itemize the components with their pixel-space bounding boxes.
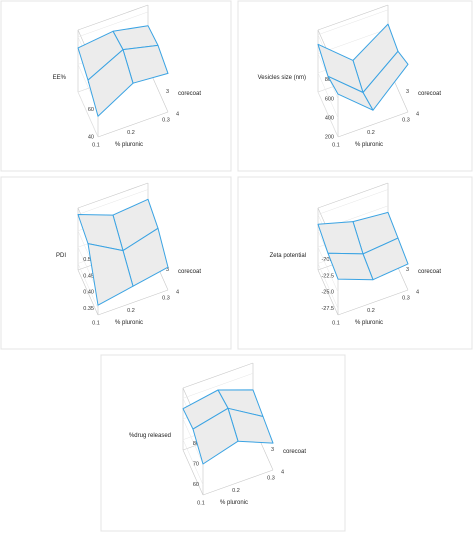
z-tick-label: -27.5 <box>321 306 334 312</box>
panel-frame <box>100 354 346 532</box>
x-tick-label: 0.3 <box>162 117 170 123</box>
y-tick-label: 4 <box>176 111 179 117</box>
x-tick-label: 0.1 <box>332 142 340 148</box>
box-edge <box>77 269 99 316</box>
x-tick-label: 0.1 <box>197 500 205 506</box>
box-edge <box>182 362 254 389</box>
x-tick-label: 0.1 <box>92 142 100 148</box>
z-tick-label: 0.40 <box>83 290 94 296</box>
x-tick-label: 0.3 <box>402 117 410 123</box>
y-axis-title: corecoat <box>418 269 441 275</box>
box-edge <box>77 4 149 31</box>
y-axis-title: corecoat <box>178 91 201 97</box>
panel-frame <box>237 0 473 172</box>
box-edge <box>317 269 339 316</box>
x-tick-label: 0.2 <box>127 308 135 314</box>
z-tick-label: -25.0 <box>321 290 334 296</box>
panel-frame <box>0 0 232 172</box>
z-axis-title: Zeta potential <box>270 253 306 259</box>
z-axis-title: Vesicles size (nm) <box>258 75 306 81</box>
box-edge <box>202 469 274 496</box>
x-tick-label: 0.3 <box>267 475 275 481</box>
y-tick-label: 3 <box>271 447 274 453</box>
z-axis-title: PDI <box>56 253 66 259</box>
y-axis-title: corecoat <box>283 449 306 455</box>
x-tick-label: 0.1 <box>332 320 340 326</box>
box-edge <box>317 4 389 31</box>
x-tick-label: 0.2 <box>367 308 375 314</box>
surface-patch <box>87 243 134 306</box>
y-tick-label: 4 <box>176 289 179 295</box>
y-tick-label: 3 <box>166 267 169 273</box>
y-tick-label: 3 <box>406 89 409 95</box>
x-tick-label: 0.3 <box>402 295 410 301</box>
y-tick-label: 4 <box>416 289 419 295</box>
x-tick-label: 0.1 <box>92 320 100 326</box>
z-tick-label: 70 <box>193 461 199 467</box>
x-tick-label: 0.2 <box>367 130 375 136</box>
z-tick-label: 600 <box>325 96 334 102</box>
z-tick-label: 40 <box>88 134 94 140</box>
x-axis-title: % pluronic <box>355 320 383 326</box>
z-tick-label: 60 <box>193 482 199 488</box>
panel-frame <box>237 176 473 350</box>
surface-patch <box>327 75 374 111</box>
x-tick-label: 0.2 <box>127 130 135 136</box>
y-tick-label: 4 <box>416 111 419 117</box>
x-axis-title: % pluronic <box>220 500 248 506</box>
x-axis-title: % pluronic <box>115 142 143 148</box>
box-edge <box>337 289 409 316</box>
y-tick-label: 3 <box>166 89 169 95</box>
box-edge <box>182 449 204 496</box>
panel-frame <box>0 176 232 350</box>
z-axis-title: %drug released <box>129 433 171 439</box>
z-tick-label: 80 <box>193 441 199 447</box>
y-tick-label: 3 <box>406 267 409 273</box>
z-tick-label: 0.35 <box>83 306 94 312</box>
z-tick-label: 200 <box>325 134 334 140</box>
x-axis-title: % pluronic <box>115 320 143 326</box>
z-axis-title: EE% <box>53 75 67 81</box>
box-edge <box>337 111 409 138</box>
surface-patch <box>327 252 374 281</box>
z-tick-label: 400 <box>325 115 334 121</box>
y-tick-label: 4 <box>281 469 284 475</box>
box-edge <box>317 182 389 209</box>
surface-patch <box>87 49 134 117</box>
z-tick-label: 0.50 <box>83 257 94 263</box>
z-tick-label: 800 <box>325 77 334 83</box>
x-axis-title: % pluronic <box>355 142 383 148</box>
x-tick-label: 0.3 <box>162 295 170 301</box>
z-tick-label: 60 <box>88 107 94 113</box>
box-edge <box>77 182 149 209</box>
surface-patch <box>192 407 239 465</box>
box-edge <box>97 289 169 316</box>
box-edge <box>97 111 169 138</box>
z-tick-label: -22.5 <box>321 273 334 279</box>
y-axis-title: corecoat <box>418 91 441 97</box>
grid-line <box>317 28 389 99</box>
x-tick-label: 0.2 <box>232 488 240 494</box>
y-axis-title: corecoat <box>178 269 201 275</box>
z-tick-label: 0.45 <box>83 273 94 279</box>
